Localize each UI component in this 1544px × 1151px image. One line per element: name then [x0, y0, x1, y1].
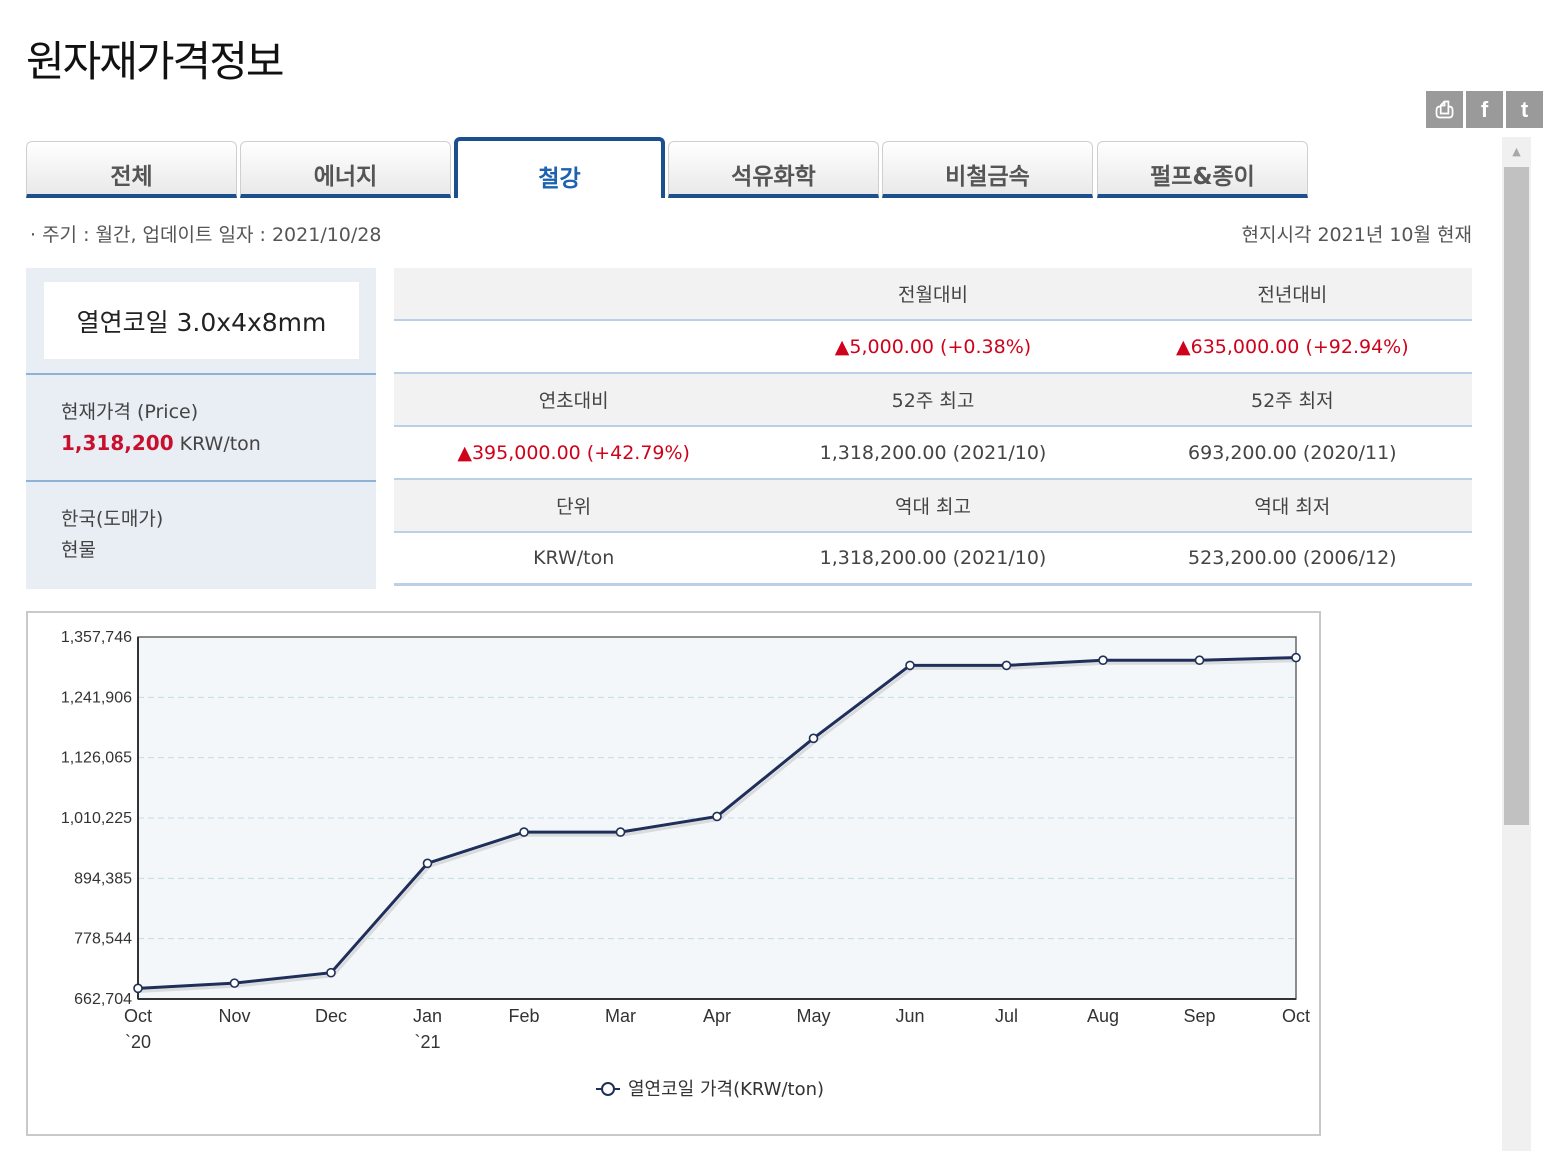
data-point — [808, 733, 819, 744]
x-tick-year-label: `21 — [414, 1032, 440, 1052]
x-tick-year-label: `20 — [125, 1032, 151, 1052]
data-point — [615, 827, 626, 837]
stats-header-cell: 단위 — [556, 496, 592, 518]
data-point — [326, 967, 336, 978]
y-tick-label: 1,357,746 — [61, 629, 132, 646]
y-tick-label: 1,241,906 — [61, 689, 132, 706]
stats-header-row: 전월대비 전년대비 — [394, 268, 1472, 321]
scroll-up-arrow-icon[interactable]: ▲ — [1512, 144, 1521, 158]
stats-header-cell: 역대 최저 — [1254, 496, 1331, 518]
data-point — [1194, 655, 1205, 666]
price-chart-svg: 1,357,746 1,241,906 1,126,065 1,010,225 894,… — [61, 629, 1310, 1100]
x-tick-label: Oct — [124, 1006, 152, 1026]
data-point — [422, 858, 433, 869]
week52-high: 1,318,200.00 (2021/10) — [819, 441, 1047, 464]
x-tick-label: May — [796, 1006, 830, 1026]
y-tick-label: 1,126,065 — [61, 750, 132, 767]
data-point — [1098, 655, 1108, 666]
market-type: 한국(도매가) — [61, 508, 164, 530]
x-tick-label: Jul — [995, 1006, 1018, 1026]
update-info: · 주기 : 월간, 업데이트 일자 : 2021/10/28 — [30, 224, 382, 246]
page-title: 원자재가격정보 — [26, 37, 284, 86]
category-tabs: 전체 에너지 철강 석유화학 비철금속 펄프&종이 — [26, 137, 1311, 199]
tab-steel[interactable]: 철강 — [454, 137, 665, 198]
stats-value-row: ▲5,000.00 (+0.38%) ▲635,000.00 (+92.94%) — [394, 321, 1472, 374]
data-point — [1291, 652, 1301, 663]
x-tick-label: Dec — [315, 1006, 347, 1026]
stats-value-row: ▲395,000.00 (+42.79%) 1,318,200.00 (2021… — [394, 427, 1472, 480]
tab-petrochemical[interactable]: 석유화학 — [668, 141, 879, 198]
vertical-scrollbar[interactable]: ▲ — [1502, 137, 1531, 1151]
x-tick-label: Aug — [1087, 1006, 1119, 1026]
scroll-thumb[interactable] — [1504, 167, 1529, 825]
x-tick-label: Jun — [895, 1006, 924, 1026]
stats-header-cell: 역대 최고 — [895, 496, 971, 518]
y-tick-label: 778,544 — [74, 931, 132, 948]
x-tick-label: Feb — [508, 1006, 539, 1026]
price-label: 현재가격 (Price) — [61, 401, 199, 423]
data-point — [229, 978, 240, 988]
print-icon[interactable]: ⎙ — [1426, 91, 1463, 128]
ytd-change: ▲395,000.00 (+42.79%) — [457, 441, 690, 464]
x-tick-label: Nov — [218, 1006, 250, 1026]
market-info: 한국(도매가) 현물 — [61, 504, 163, 566]
yoy-change: ▲635,000.00 (+92.94%) — [1176, 335, 1409, 358]
product-name: 열연코일 3.0x4x8mm — [44, 282, 359, 359]
price-unit: KRW/ton — [179, 433, 261, 455]
all-time-low: 523,200.00 (2006/12) — [1188, 547, 1397, 569]
data-point — [1001, 660, 1012, 671]
price-value: 1,318,200 KRW/ton — [61, 431, 261, 455]
facebook-icon[interactable]: f — [1466, 91, 1503, 128]
y-tick-label: 1,010,225 — [61, 810, 132, 827]
stats-header-cell: 52주 최저 — [1250, 390, 1334, 412]
x-tick-label: Mar — [605, 1006, 636, 1026]
y-tick-label: 894,385 — [74, 870, 132, 887]
data-point — [133, 983, 143, 994]
divider — [26, 373, 376, 375]
share-bar: ⎙ f t — [1426, 91, 1543, 128]
all-time-high: 1,318,200.00 (2021/10) — [819, 547, 1047, 569]
tab-nonferrous[interactable]: 비철금속 — [882, 141, 1093, 198]
legend-label: 열연코일 가격(KRW/ton) — [628, 1079, 824, 1100]
tab-energy[interactable]: 에너지 — [240, 141, 451, 198]
stats-header-cell: 전년대비 — [1257, 284, 1328, 306]
unit-value: KRW/ton — [533, 547, 615, 569]
x-tick-label: Jan — [413, 1006, 442, 1026]
current-price: 1,318,200 — [61, 431, 174, 455]
stats-header-row: 연초대비 52주 최고 52주 최저 — [394, 374, 1472, 427]
mom-change: ▲5,000.00 (+0.38%) — [834, 335, 1032, 358]
x-tick-label: Apr — [703, 1006, 731, 1026]
divider — [26, 480, 376, 482]
data-point — [519, 827, 529, 837]
y-tick-label: 662,704 — [74, 991, 132, 1008]
twitter-icon[interactable]: t — [1506, 91, 1543, 128]
tab-all[interactable]: 전체 — [26, 141, 237, 198]
stats-table: 전월대비 전년대비 ▲5,000.00 (+0.38%) ▲635,000.00… — [394, 268, 1472, 586]
x-tick-label: Sep — [1183, 1006, 1215, 1026]
stats-header-cell: 52주 최고 — [891, 390, 975, 412]
stats-value-row: KRW/ton 1,318,200.00 (2021/10) 523,200.0… — [394, 533, 1472, 586]
data-point — [712, 811, 722, 822]
legend-marker — [601, 1082, 615, 1096]
market-kind: 현물 — [61, 539, 96, 561]
stats-header-row: 단위 역대 최고 역대 최저 — [394, 480, 1472, 533]
product-panel: 열연코일 3.0x4x8mm 현재가격 (Price) 1,318,200 KR… — [26, 268, 376, 589]
stats-header-cell: 연초대비 — [538, 390, 609, 412]
data-point — [905, 660, 915, 671]
local-time: 현지시각 2021년 10월 현재 — [1241, 224, 1473, 246]
price-chart: 1,357,746 1,241,906 1,126,065 1,010,225 894,… — [26, 611, 1321, 1136]
tab-pulp-paper[interactable]: 펄프&종이 — [1097, 141, 1308, 198]
stats-header-cell: 전월대비 — [898, 284, 968, 306]
week52-low: 693,200.00 (2020/11) — [1188, 441, 1397, 464]
x-tick-label: Oct — [1282, 1006, 1310, 1026]
